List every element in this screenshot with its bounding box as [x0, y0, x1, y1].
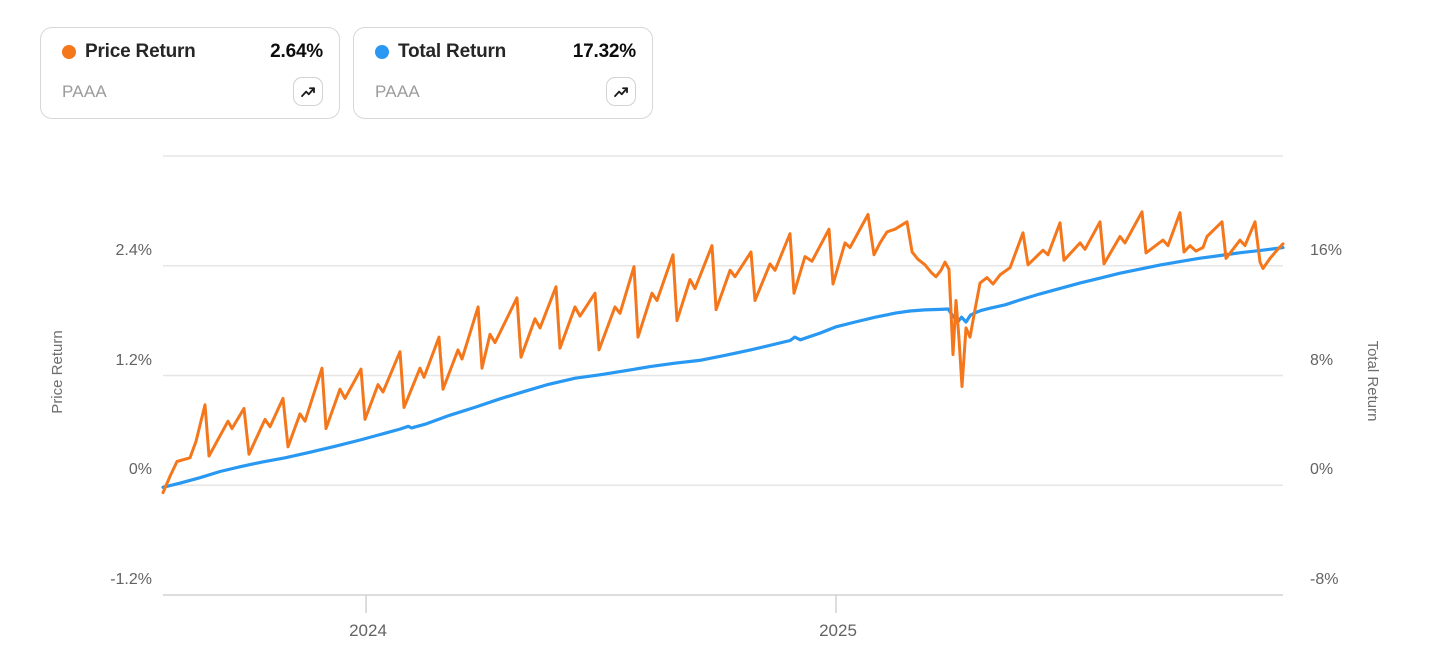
y-axis-left-tick-label: 0%	[128, 461, 152, 478]
open-chart-button[interactable]	[293, 77, 323, 106]
y-axis-left-tick-label: 1.2%	[115, 352, 152, 369]
legend-card-footer: PAAA	[62, 77, 323, 106]
y-axis-left-tick-label: -1.2%	[110, 571, 152, 588]
legend-card-total-return[interactable]: Total Return 17.32% PAAA	[353, 27, 653, 119]
ticker-symbol: PAAA	[62, 81, 107, 101]
legend-card-price-return[interactable]: Price Return 2.64% PAAA	[40, 27, 340, 119]
ticker-symbol: PAAA	[375, 81, 420, 101]
total-return-series-dot-icon	[375, 45, 389, 59]
trending-up-icon	[301, 86, 315, 97]
legend-card-header: Total Return 17.32%	[375, 41, 636, 63]
trending-up-icon	[614, 86, 628, 97]
right-axis-title: Total Return	[1364, 340, 1381, 422]
y-axis-right-tick-label: -8%	[1310, 571, 1339, 588]
series-label: Total Return	[398, 41, 507, 62]
series-label: Price Return	[85, 41, 196, 62]
open-chart-button[interactable]	[606, 77, 636, 106]
series-line-total-return	[161, 246, 1285, 489]
series-line-price-return	[161, 210, 1285, 495]
y-axis-right-tick-label: 16%	[1310, 242, 1343, 259]
price-return-series-dot-icon	[62, 45, 76, 59]
left-axis-title: Price Return	[49, 330, 66, 414]
series-value: 17.32%	[572, 41, 636, 62]
y-axis-left-tick-label: 2.4%	[115, 242, 152, 259]
x-axis-tick-label-2024: 2024	[349, 621, 387, 640]
y-axis-right-tick-label: 0%	[1310, 461, 1334, 478]
legend-cards: Price Return 2.64% PAAA Total Return 17.…	[40, 27, 653, 119]
legend-card-header: Price Return 2.64%	[62, 41, 323, 63]
y-axis-right-tick-label: 8%	[1310, 352, 1334, 369]
series-value: 2.64%	[270, 41, 323, 62]
legend-card-footer: PAAA	[375, 77, 636, 106]
x-axis-tick-label-2025: 2025	[819, 621, 857, 640]
